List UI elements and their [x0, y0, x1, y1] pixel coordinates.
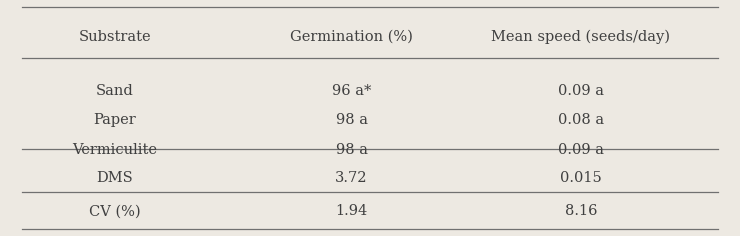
Text: Paper: Paper [93, 113, 136, 127]
Text: 0.015: 0.015 [560, 171, 602, 185]
Text: Substrate: Substrate [78, 30, 151, 44]
Text: DMS: DMS [96, 171, 133, 185]
Text: 1.94: 1.94 [335, 204, 368, 218]
Text: 3.72: 3.72 [335, 171, 368, 185]
Text: Vermiculite: Vermiculite [73, 143, 157, 157]
Text: CV (%): CV (%) [89, 204, 141, 218]
Text: Germination (%): Germination (%) [290, 30, 413, 44]
Text: 0.08 a: 0.08 a [558, 113, 604, 127]
Text: 96 a*: 96 a* [332, 84, 371, 98]
Text: 0.09 a: 0.09 a [558, 143, 604, 157]
Text: 8.16: 8.16 [565, 204, 597, 218]
Text: Sand: Sand [95, 84, 134, 98]
Text: 0.09 a: 0.09 a [558, 84, 604, 98]
Text: Mean speed (seeds/day): Mean speed (seeds/day) [491, 30, 670, 44]
Text: 98 a: 98 a [335, 143, 368, 157]
Text: 98 a: 98 a [335, 113, 368, 127]
